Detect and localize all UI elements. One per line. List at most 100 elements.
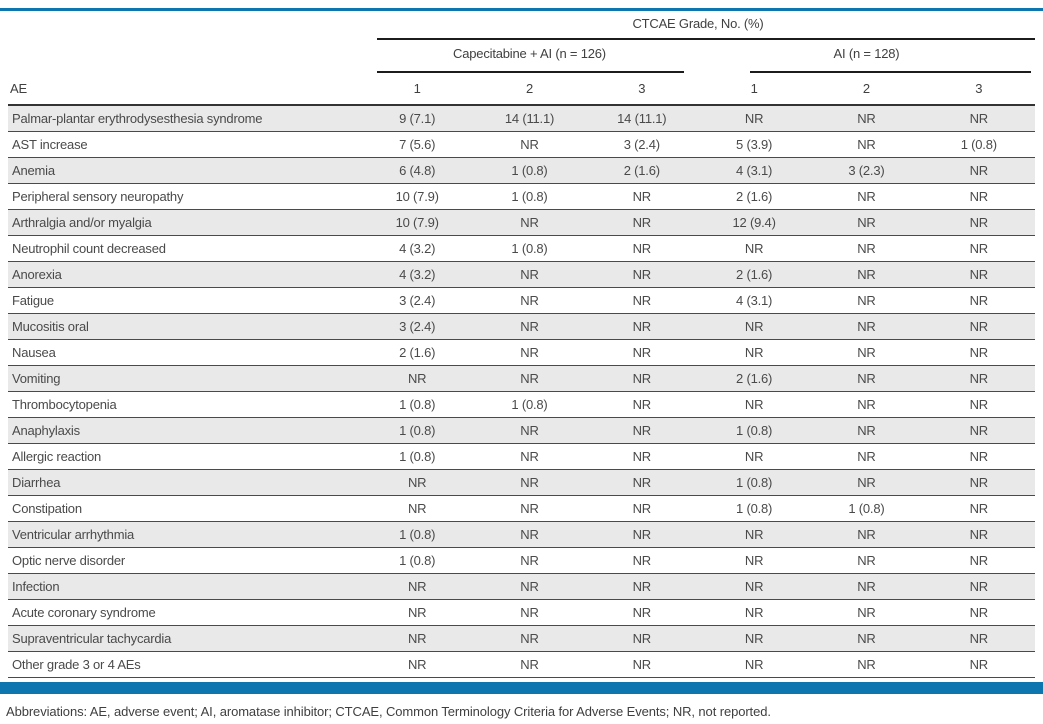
table-row: Acute coronary syndrome NR NR NR NR NR NR: [8, 599, 1035, 626]
grade-value-cell: NR: [473, 495, 586, 522]
grade-value-cell: NR: [473, 261, 586, 288]
table-row: Mucositis oral 3 (2.4) NR NR NR NR NR: [8, 313, 1035, 340]
spanner-header-row: CTCAE Grade, No. (%): [8, 11, 1035, 40]
grade-value-cell: NR: [697, 573, 811, 600]
grade-value-cell: NR: [361, 469, 474, 496]
grade-value-cell: NR: [697, 521, 811, 548]
column-header-grade-6: 3: [922, 73, 1035, 106]
grade-value-cell: NR: [922, 651, 1035, 678]
grade-value-cell: 4 (3.1): [697, 287, 811, 314]
grade-value-cell: NR: [922, 209, 1035, 236]
grade-value-cell: NR: [473, 547, 586, 574]
ae-label: Supraventricular tachycardia: [8, 625, 362, 652]
grade-value-cell: 1 (0.8): [361, 417, 474, 444]
grade-value-cell: NR: [810, 313, 923, 340]
grade-columns-row: AE 1 2 3 1 2 3: [8, 73, 1035, 106]
table-row: Constipation NR NR NR 1 (0.8) 1 (0.8) NR: [8, 495, 1035, 522]
column-header-grade-2: 2: [473, 73, 586, 106]
grade-value-cell: 3 (2.4): [361, 313, 474, 340]
ae-label: Nausea: [8, 339, 362, 366]
table-row: Infection NR NR NR NR NR NR: [8, 573, 1035, 600]
grade-value-cell: 2 (1.6): [697, 261, 811, 288]
grade-value-cell: NR: [810, 183, 923, 210]
grade-value-cell: NR: [697, 339, 811, 366]
grade-value-cell: NR: [473, 573, 586, 600]
table-body: Palmar-plantar erythrodysesthesia syndro…: [8, 105, 1035, 678]
grade-value-cell: NR: [473, 599, 586, 626]
grade-value-cell: NR: [361, 365, 474, 392]
ae-label: Thrombocytopenia: [8, 391, 362, 418]
ae-label: Anaphylaxis: [8, 417, 362, 444]
table-row: Palmar-plantar erythrodysesthesia syndro…: [8, 105, 1035, 132]
grade-value-cell: NR: [585, 469, 698, 496]
grade-value-cell: 1 (0.8): [922, 131, 1035, 158]
grade-value-cell: NR: [585, 651, 698, 678]
grade-value-cell: NR: [473, 443, 586, 470]
ae-label: Acute coronary syndrome: [8, 599, 362, 626]
table-row: Optic nerve disorder 1 (0.8) NR NR NR NR NR: [8, 547, 1035, 574]
grade-value-cell: NR: [473, 365, 586, 392]
grade-value-cell: 1 (0.8): [361, 521, 474, 548]
grade-value-cell: NR: [585, 521, 698, 548]
grade-value-cell: NR: [810, 547, 923, 574]
grade-value-cell: NR: [697, 547, 811, 574]
group-underline: [749, 71, 1031, 73]
grade-value-cell: NR: [810, 339, 923, 366]
table-row: Peripheral sensory neuropathy 10 (7.9) 1 (…: [8, 183, 1035, 210]
grade-value-cell: NR: [585, 209, 698, 236]
ae-label: Palmar-plantar erythrodysesthesia syndro…: [8, 105, 362, 132]
table-row: Arthralgia and/or myalgia 10 (7.9) NR NR 12 …: [8, 209, 1035, 236]
grade-value-cell: NR: [473, 131, 586, 158]
table-row: Supraventricular tachycardia NR NR NR NR NR NR: [8, 625, 1035, 652]
table-row: Nausea 2 (1.6) NR NR NR NR NR: [8, 339, 1035, 366]
grade-value-cell: NR: [922, 183, 1035, 210]
table-row: Anorexia 4 (3.2) NR NR 2 (1.6) NR NR: [8, 261, 1035, 288]
grade-value-cell: NR: [361, 625, 474, 652]
grade-value-cell: 1 (0.8): [473, 235, 586, 262]
adverse-events-table: CTCAE Grade, No. (%) Capecitabine + AI (…: [8, 11, 1035, 678]
ae-label: Mucositis oral: [8, 313, 362, 340]
ae-label: Anemia: [8, 157, 362, 184]
ae-label: Allergic reaction: [8, 443, 362, 470]
grade-value-cell: NR: [922, 339, 1035, 366]
grade-value-cell: NR: [473, 469, 586, 496]
table-row: Allergic reaction 1 (0.8) NR NR NR NR NR: [8, 443, 1035, 470]
grade-value-cell: NR: [810, 651, 923, 678]
grade-value-cell: NR: [697, 599, 811, 626]
group-label: AI (n = 128): [833, 46, 900, 61]
grade-value-cell: NR: [585, 313, 698, 340]
ae-label: Peripheral sensory neuropathy: [8, 183, 362, 210]
column-header-ae: AE: [8, 73, 362, 106]
grade-value-cell: 2 (1.6): [697, 183, 811, 210]
grade-value-cell: NR: [922, 365, 1035, 392]
table-row: Diarrhea NR NR NR 1 (0.8) NR NR: [8, 469, 1035, 496]
grade-value-cell: 4 (3.1): [697, 157, 811, 184]
grade-value-cell: 1 (0.8): [473, 391, 586, 418]
group-header-row: Capecitabine + AI (n = 126) AI (n = 128): [8, 40, 1035, 73]
grade-value-cell: 3 (2.4): [585, 131, 698, 158]
grade-value-cell: 5 (3.9): [697, 131, 811, 158]
table-row: Ventricular arrhythmia 1 (0.8) NR NR NR NR NR: [8, 521, 1035, 548]
grade-value-cell: NR: [922, 157, 1035, 184]
grade-value-cell: NR: [922, 443, 1035, 470]
grade-value-cell: NR: [473, 313, 586, 340]
grade-value-cell: NR: [697, 391, 811, 418]
grade-value-cell: NR: [922, 547, 1035, 574]
spanner-underline: [377, 38, 1035, 40]
grade-value-cell: NR: [473, 521, 586, 548]
grade-value-cell: NR: [361, 599, 474, 626]
ae-label: Fatigue: [8, 287, 362, 314]
grade-value-cell: NR: [810, 105, 923, 132]
column-header-grade-5: 2: [810, 73, 923, 106]
grade-value-cell: 4 (3.2): [361, 261, 474, 288]
grade-value-cell: 10 (7.9): [361, 209, 474, 236]
grade-value-cell: NR: [473, 287, 586, 314]
table-row: Thrombocytopenia 1 (0.8) 1 (0.8) NR NR NR NR: [8, 391, 1035, 418]
grade-value-cell: NR: [585, 495, 698, 522]
grade-value-cell: 2 (1.6): [361, 339, 474, 366]
grade-value-cell: 7 (5.6): [361, 131, 474, 158]
grade-value-cell: NR: [922, 599, 1035, 626]
ae-label: Neutrophil count decreased: [8, 235, 362, 262]
column-header-grade-4: 1: [697, 73, 811, 106]
grade-value-cell: NR: [697, 105, 811, 132]
